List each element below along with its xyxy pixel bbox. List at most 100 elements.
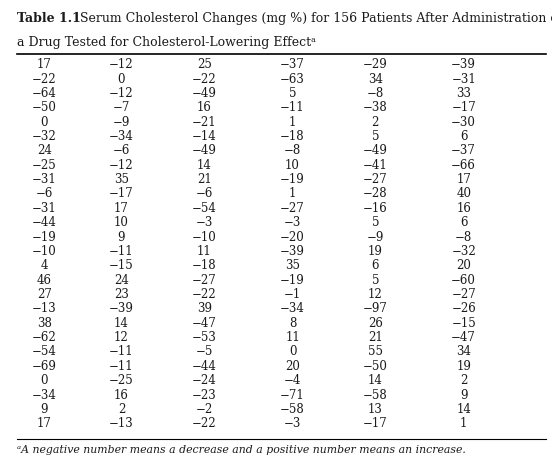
Text: −27: −27: [452, 288, 476, 301]
Text: 2: 2: [371, 115, 379, 129]
Text: −26: −26: [452, 302, 476, 316]
Text: 34: 34: [456, 345, 471, 358]
Text: −22: −22: [192, 417, 216, 430]
Text: −47: −47: [451, 331, 476, 344]
Text: −13: −13: [32, 302, 56, 316]
Text: 12: 12: [114, 331, 129, 344]
Text: −66: −66: [451, 159, 476, 172]
Text: 24: 24: [37, 144, 51, 157]
Text: −58: −58: [363, 389, 388, 402]
Text: −3: −3: [284, 216, 301, 229]
Text: −18: −18: [280, 130, 305, 143]
Text: −7: −7: [113, 101, 130, 114]
Text: −97: −97: [363, 302, 388, 316]
Text: 0: 0: [40, 374, 48, 387]
Text: −17: −17: [363, 417, 388, 430]
Text: −64: −64: [31, 87, 57, 100]
Text: −19: −19: [32, 230, 56, 244]
Text: 23: 23: [114, 288, 129, 301]
Text: 34: 34: [368, 73, 383, 86]
Text: −16: −16: [363, 202, 388, 215]
Text: 33: 33: [456, 87, 471, 100]
Text: 9: 9: [460, 389, 468, 402]
Text: −39: −39: [109, 302, 134, 316]
Text: 8: 8: [289, 317, 296, 330]
Text: −69: −69: [31, 360, 57, 373]
Text: −49: −49: [192, 87, 217, 100]
Text: 21: 21: [197, 173, 211, 186]
Text: −37: −37: [451, 144, 476, 157]
Text: −31: −31: [32, 173, 56, 186]
Text: 4: 4: [40, 259, 48, 272]
Text: −6: −6: [195, 187, 213, 201]
Text: −22: −22: [32, 73, 56, 86]
Text: −49: −49: [192, 144, 217, 157]
Text: −50: −50: [31, 101, 57, 114]
Text: −17: −17: [109, 187, 134, 201]
Text: −8: −8: [367, 87, 384, 100]
Text: 0: 0: [40, 115, 48, 129]
Text: −6: −6: [35, 187, 53, 201]
Text: −15: −15: [452, 317, 476, 330]
Text: 19: 19: [457, 360, 471, 373]
Text: 20: 20: [457, 259, 471, 272]
Text: −60: −60: [451, 274, 476, 287]
Text: −19: −19: [280, 173, 305, 186]
Text: −37: −37: [280, 58, 305, 71]
Text: ᵃA negative number means a decrease and a positive number means an increase.: ᵃA negative number means a decrease and …: [17, 445, 465, 455]
Text: 6: 6: [460, 130, 468, 143]
Text: 25: 25: [197, 58, 211, 71]
Text: 27: 27: [37, 288, 51, 301]
Text: 16: 16: [114, 389, 129, 402]
Text: −39: −39: [280, 245, 305, 258]
Text: 14: 14: [114, 317, 129, 330]
Text: −44: −44: [31, 216, 57, 229]
Text: −63: −63: [280, 73, 305, 86]
Text: −10: −10: [32, 245, 56, 258]
Text: −18: −18: [192, 259, 216, 272]
Text: −5: −5: [195, 345, 213, 358]
Text: −25: −25: [109, 374, 134, 387]
Text: 1: 1: [289, 115, 296, 129]
Text: −23: −23: [192, 389, 216, 402]
Text: a Drug Tested for Cholesterol-Lowering Effectᵃ: a Drug Tested for Cholesterol-Lowering E…: [17, 36, 316, 49]
Text: 5: 5: [371, 274, 379, 287]
Text: −12: −12: [109, 58, 134, 71]
Text: −3: −3: [284, 417, 301, 430]
Text: −49: −49: [363, 144, 388, 157]
Text: 17: 17: [37, 58, 51, 71]
Text: 11: 11: [285, 331, 300, 344]
Text: 1: 1: [289, 187, 296, 201]
Text: 5: 5: [289, 87, 296, 100]
Text: −58: −58: [280, 403, 305, 416]
Text: −32: −32: [32, 130, 56, 143]
Text: 0: 0: [289, 345, 296, 358]
Text: −62: −62: [32, 331, 56, 344]
Text: 14: 14: [197, 159, 211, 172]
Text: 19: 19: [368, 245, 383, 258]
Text: 14: 14: [457, 403, 471, 416]
Text: −20: −20: [280, 230, 305, 244]
Text: 9: 9: [40, 403, 48, 416]
Text: 11: 11: [197, 245, 211, 258]
Text: −15: −15: [109, 259, 134, 272]
Text: 9: 9: [118, 230, 125, 244]
Text: −3: −3: [195, 216, 213, 229]
Text: −32: −32: [452, 245, 476, 258]
Text: 46: 46: [36, 274, 52, 287]
Text: −13: −13: [109, 417, 134, 430]
Text: 26: 26: [368, 317, 383, 330]
Text: −11: −11: [109, 360, 134, 373]
Text: −27: −27: [280, 202, 305, 215]
Text: −54: −54: [192, 202, 217, 215]
Text: −2: −2: [195, 403, 213, 416]
Text: 38: 38: [37, 317, 51, 330]
Text: −9: −9: [367, 230, 384, 244]
Text: −54: −54: [31, 345, 57, 358]
Text: 10: 10: [285, 159, 300, 172]
Text: −38: −38: [363, 101, 388, 114]
Text: −8: −8: [284, 144, 301, 157]
Text: −21: −21: [192, 115, 216, 129]
Text: 1: 1: [460, 417, 468, 430]
Text: −11: −11: [109, 345, 134, 358]
